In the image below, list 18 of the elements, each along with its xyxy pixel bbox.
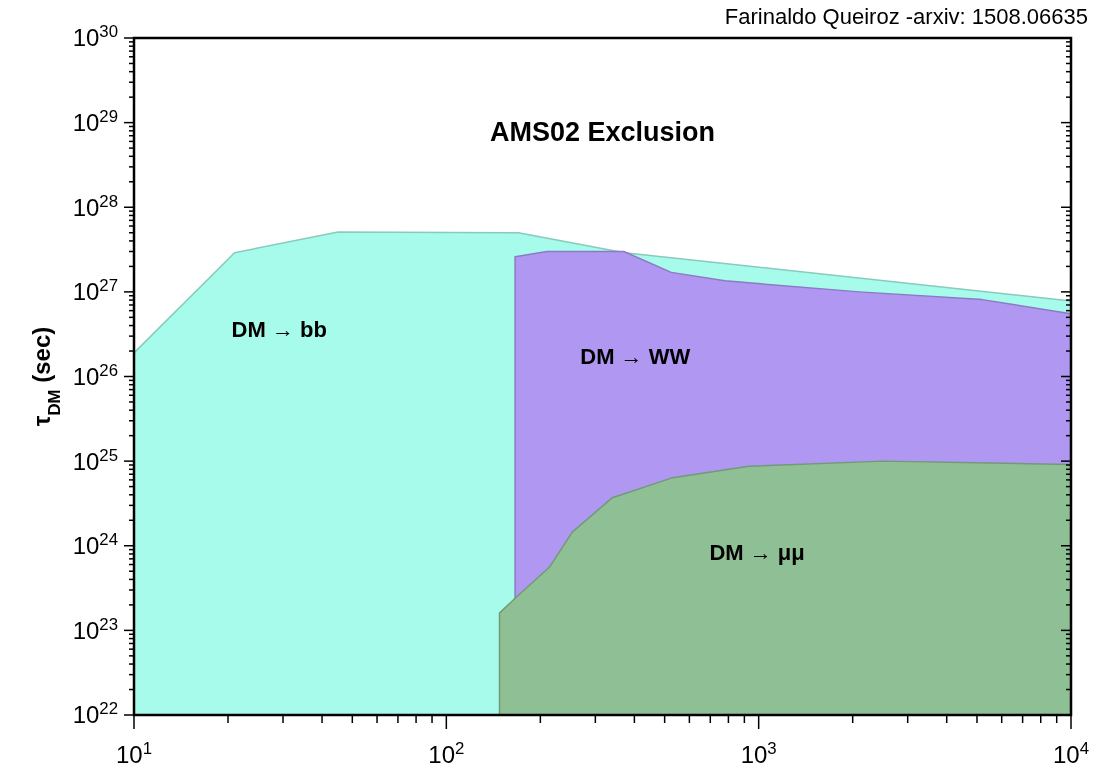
x-tick-label: 10$^{2}$ [428, 738, 465, 768]
y-tick-label: 10$^{25}$ [72, 445, 118, 475]
text: Farinaldo Queiroz -arxiv: 1508.06635 [724, 4, 1088, 29]
y-tick-label: 10$^{22}$ [72, 698, 118, 729]
y-tick-label: 10$^{30}$ [72, 21, 118, 52]
y-tick-label: 10$^{27}$ [72, 275, 118, 306]
x-tick-label: 10$^{1}$ [115, 738, 153, 768]
text: AMS02 Exclusion [489, 117, 716, 147]
y-tick-label: 10$^{28}$ [72, 191, 118, 221]
series-label: DM → μμ [709, 540, 805, 566]
series-label: DM → WW [580, 343, 691, 369]
series-label: DM → bb [231, 316, 327, 342]
y-tick-label: 10$^{26}$ [72, 360, 118, 390]
x-tick-label: 10$^{4}$ [1052, 738, 1090, 768]
y-tick-label: 10$^{24}$ [72, 529, 118, 560]
y-tick-label: 10$^{23}$ [72, 614, 118, 644]
y-tick-label: 10$^{29}$ [72, 106, 118, 137]
x-tick-label: 10$^{3}$ [740, 738, 777, 768]
